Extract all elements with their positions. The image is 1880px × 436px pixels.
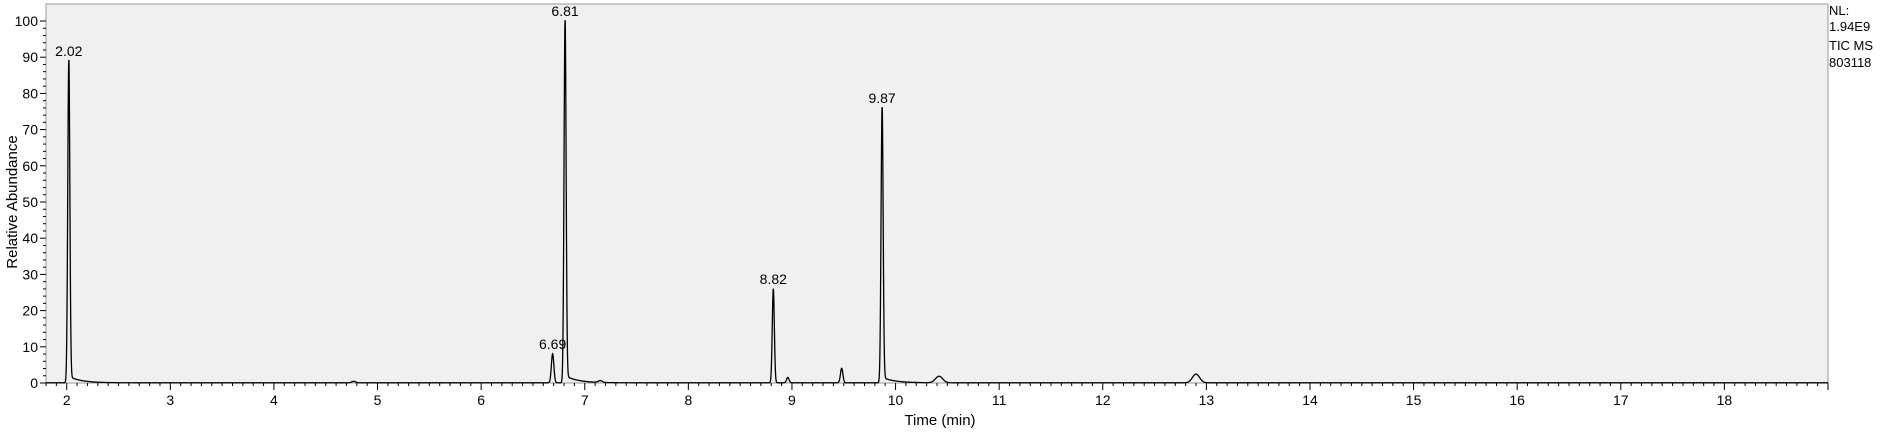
x-tick-labels: 2 3 4 5 6 7 8 9 10 11 12 13 14 15 16 17 18 xyxy=(63,392,1733,408)
y-axis-title: Relative Abundance xyxy=(4,135,21,268)
x-tick-label: 5 xyxy=(374,392,382,408)
x-tick-label: 18 xyxy=(1717,392,1733,408)
x-tick-label: 2 xyxy=(63,392,71,408)
sample-id: 803118 xyxy=(1829,55,1871,70)
x-tick-label: 14 xyxy=(1302,392,1318,408)
x-tick-label: 13 xyxy=(1199,392,1215,408)
peak-label: 9.87 xyxy=(868,90,895,106)
x-axis-title: Time (min) xyxy=(904,412,975,429)
nl-value: 1.94E9 xyxy=(1829,19,1870,34)
y-tick-label: 0 xyxy=(30,375,38,391)
x-tick-label: 4 xyxy=(270,392,278,408)
nl-label: NL: xyxy=(1829,3,1849,18)
peak-label: 2.02 xyxy=(55,43,82,59)
x-tick-label: 15 xyxy=(1406,392,1422,408)
y-tick-label: 20 xyxy=(22,303,38,319)
tic-trace-line xyxy=(46,20,1828,384)
x-tick-label: 9 xyxy=(788,392,796,408)
peak-labels: 2.02 6.69 6.81 8.82 9.87 xyxy=(55,3,896,352)
y-tick-label: 10 xyxy=(22,339,38,355)
plot-area xyxy=(45,3,1829,384)
y-tick-label: 60 xyxy=(22,158,38,174)
peak-label: 6.81 xyxy=(551,3,578,19)
y-tick-label: 80 xyxy=(22,85,38,101)
x-tick-label: 3 xyxy=(166,392,174,408)
peak-label: 6.69 xyxy=(539,336,566,352)
peak-label: 8.82 xyxy=(760,271,787,287)
x-tick-label: 10 xyxy=(888,392,904,408)
trace-type: TIC MS xyxy=(1829,38,1873,53)
y-tick-label: 40 xyxy=(22,230,38,246)
x-tick-label: 8 xyxy=(684,392,692,408)
y-tick-label: 70 xyxy=(22,122,38,138)
y-tick-label: 90 xyxy=(22,49,38,65)
x-tick-label: 16 xyxy=(1509,392,1525,408)
y-tick-labels: 0 10 20 30 40 50 60 70 80 90 100 xyxy=(15,13,39,391)
x-tick-label: 11 xyxy=(992,392,1007,408)
x-tick-label: 7 xyxy=(581,392,589,408)
x-tick-label: 17 xyxy=(1613,392,1629,408)
y-tick-label: 50 xyxy=(22,194,38,210)
x-tick-label: 12 xyxy=(1095,392,1111,408)
y-tick-label: 30 xyxy=(22,266,38,282)
x-tick-label: 6 xyxy=(477,392,485,408)
y-tick-label: 100 xyxy=(15,13,39,29)
axis-ticks xyxy=(40,20,1829,390)
